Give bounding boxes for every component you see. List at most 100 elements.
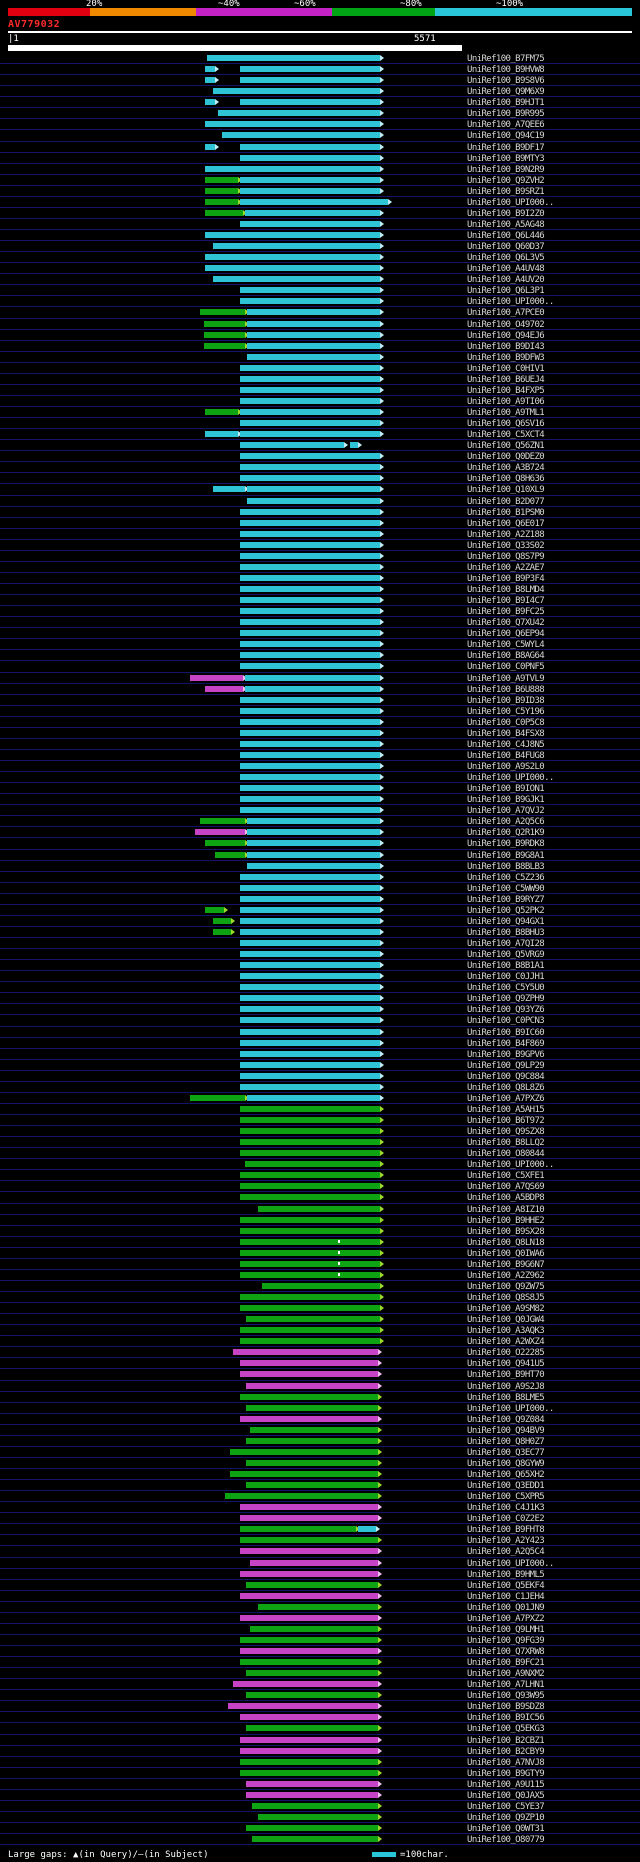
hit-label[interactable]: UniRef100_C5YE37 (467, 1801, 545, 1812)
hit-label[interactable]: UniRef100_B9GJK1 (467, 795, 545, 806)
hit-bar-cyan[interactable] (240, 597, 384, 604)
hit-bar-cyan[interactable] (240, 1083, 384, 1090)
hit-label[interactable]: UniRef100_C0JJH1 (467, 972, 545, 983)
hit-label[interactable]: UniRef100_A2Y423 (467, 1536, 545, 1547)
hit-bar-cyan[interactable] (240, 608, 384, 615)
hit-bar-cyan[interactable] (240, 176, 384, 183)
hit-label[interactable]: UniRef100_Q9ZP10 (467, 1812, 545, 1823)
hit-label[interactable]: UniRef100_A7QVJ2 (467, 806, 545, 817)
hit-label[interactable]: UniRef100_B9RDK8 (467, 839, 545, 850)
hit-label[interactable]: UniRef100_A9SM82 (467, 1304, 545, 1315)
hit-label[interactable]: UniRef100_B6T972 (467, 1116, 545, 1126)
hit-label[interactable]: UniRef100_Q8LN18 (467, 1237, 545, 1248)
hit-bar-magenta[interactable] (240, 1714, 382, 1721)
hit-bar-green[interactable] (205, 198, 242, 205)
hit-bar-green[interactable] (240, 1305, 384, 1312)
hit-label[interactable]: UniRef100_A4UV48 (467, 264, 545, 275)
hit-label[interactable]: UniRef100_B9P3F4 (467, 573, 545, 584)
hit-label[interactable]: UniRef100_A4UV20 (467, 275, 545, 286)
hit-label[interactable]: UniRef100_B9S8V6 (467, 76, 545, 87)
hit-bar-green[interactable] (213, 917, 235, 924)
hit-label[interactable]: UniRef100_B8AG64 (467, 651, 545, 662)
hit-bar-green[interactable] (240, 1271, 384, 1278)
hit-bar-magenta[interactable] (246, 1780, 382, 1787)
hit-bar-cyan[interactable] (240, 442, 348, 449)
hit-bar-cyan[interactable] (213, 276, 384, 283)
hit-bar-cyan[interactable] (240, 420, 384, 427)
hit-label[interactable]: UniRef100_Q10XL9 (467, 485, 545, 496)
hit-label[interactable]: UniRef100_Q0JAX5 (467, 1790, 545, 1801)
hit-bar-green[interactable] (240, 1327, 384, 1334)
hit-bar-cyan[interactable] (240, 729, 384, 736)
hit-label[interactable]: UniRef100_C5Y5U0 (467, 983, 545, 994)
hit-bar-cyan[interactable] (240, 386, 384, 393)
hit-label[interactable]: UniRef100_Q2R1K9 (467, 828, 545, 839)
hit-bar-green[interactable] (240, 1172, 384, 1179)
hit-label[interactable]: UniRef100_Q9ZPH9 (467, 994, 545, 1005)
hit-bar-cyan[interactable] (240, 1072, 384, 1079)
hit-label[interactable]: UniRef100_B4FUG8 (467, 750, 545, 761)
hit-label[interactable]: UniRef100_O80779 (467, 1835, 545, 1846)
hit-label[interactable]: UniRef100_B9SDZ8 (467, 1702, 545, 1713)
hit-label[interactable]: UniRef100_B8LLQ2 (467, 1138, 545, 1149)
hit-bar-cyan[interactable] (240, 298, 384, 305)
hit-bar-cyan[interactable] (205, 99, 219, 106)
hit-label[interactable]: UniRef100_B7FM75 (467, 54, 545, 64)
hit-bar-green[interactable] (245, 1161, 384, 1168)
hit-bar-green[interactable] (240, 1128, 384, 1135)
hit-bar-cyan[interactable] (240, 563, 384, 570)
hit-label[interactable]: UniRef100_A2ZAE7 (467, 562, 545, 573)
hit-bar-cyan[interactable] (247, 851, 384, 858)
hit-label[interactable]: UniRef100_Q56ZN1 (467, 441, 545, 452)
hit-bar-cyan[interactable] (240, 641, 384, 648)
hit-label[interactable]: UniRef100_B9RYZ7 (467, 894, 545, 905)
hit-bar-cyan[interactable] (240, 519, 384, 526)
hit-label[interactable]: UniRef100_Q6L3P1 (467, 286, 545, 297)
hit-bar-magenta[interactable] (240, 1371, 382, 1378)
hit-bar-cyan[interactable] (205, 431, 242, 438)
hit-bar-cyan[interactable] (245, 209, 384, 216)
hit-bar-cyan[interactable] (240, 707, 384, 714)
hit-label[interactable]: UniRef100_UPI000.. (467, 1160, 554, 1171)
hit-label[interactable]: UniRef100_A2Q5C6 (467, 817, 545, 828)
hit-bar-green[interactable] (246, 1670, 382, 1677)
hit-label[interactable]: UniRef100_B2CBZ1 (467, 1735, 545, 1746)
hit-bar-green[interactable] (204, 342, 249, 349)
hit-label[interactable]: UniRef100_Q9LMH1 (467, 1624, 545, 1635)
hit-label[interactable]: UniRef100_C5WYL4 (467, 640, 545, 651)
hit-label[interactable]: UniRef100_B9SRZ1 (467, 186, 545, 197)
hit-label[interactable]: UniRef100_O49702 (467, 319, 545, 330)
hit-label[interactable]: UniRef100_B9HT70 (467, 1370, 545, 1381)
hit-bar-green[interactable] (246, 1482, 382, 1489)
hit-bar-cyan[interactable] (205, 77, 219, 84)
hit-label[interactable]: UniRef100_UPI000.. (467, 773, 554, 784)
hit-bar-cyan[interactable] (240, 807, 384, 814)
hit-bar-green[interactable] (240, 1117, 384, 1123)
hit-bar-cyan[interactable] (240, 364, 384, 371)
hit-bar-cyan[interactable] (247, 818, 384, 825)
hit-bar-cyan[interactable] (240, 796, 384, 803)
hit-bar-cyan[interactable] (240, 984, 384, 991)
hit-bar-cyan[interactable] (247, 1094, 384, 1101)
hit-bar-green[interactable] (240, 1338, 384, 1345)
hit-label[interactable]: UniRef100_A3AQK3 (467, 1326, 545, 1337)
hit-label[interactable]: UniRef100_B9I4C7 (467, 596, 545, 607)
hit-bar-green[interactable] (240, 1758, 382, 1765)
hit-label[interactable]: UniRef100_C5XCT4 (467, 430, 545, 441)
hit-label[interactable]: UniRef100_Q7XRW8 (467, 1647, 545, 1657)
hit-bar-green[interactable] (204, 331, 249, 338)
hit-bar-green[interactable] (205, 176, 242, 183)
hit-bar-green[interactable] (258, 1813, 382, 1820)
hit-bar-cyan[interactable] (240, 951, 384, 958)
hit-label[interactable]: UniRef100_C5Z236 (467, 872, 545, 883)
hit-bar-cyan[interactable] (240, 895, 384, 902)
hit-bar-cyan[interactable] (240, 873, 384, 880)
hit-bar-cyan[interactable] (240, 1028, 384, 1035)
hit-bar-cyan[interactable] (240, 99, 384, 106)
hit-label[interactable]: UniRef100_C4J1K3 (467, 1503, 545, 1514)
hit-label[interactable]: UniRef100_A2Z188 (467, 529, 545, 540)
hit-label[interactable]: UniRef100_B9HHE2 (467, 1215, 545, 1226)
hit-bar-cyan[interactable] (247, 497, 384, 504)
hit-bar-magenta[interactable] (240, 1648, 382, 1654)
hit-bar-cyan[interactable] (247, 862, 384, 869)
